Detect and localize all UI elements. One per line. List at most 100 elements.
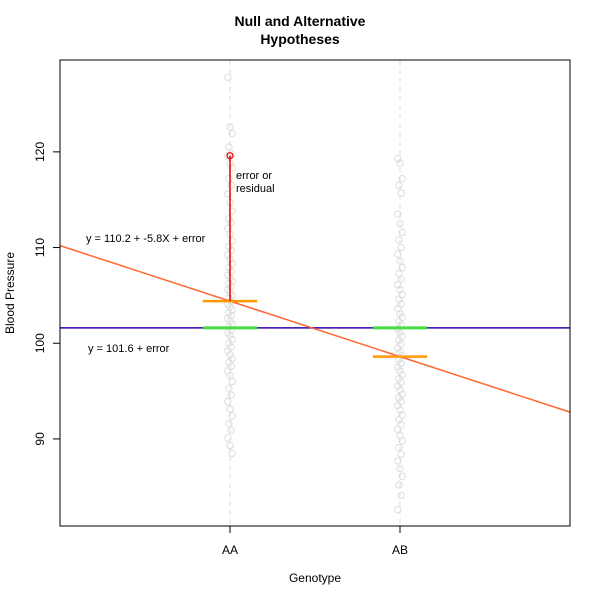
point-aa <box>226 123 234 131</box>
point-aa <box>224 367 232 375</box>
residual-label: error or residual <box>236 170 275 195</box>
point-aa <box>225 339 233 347</box>
point-ab <box>397 189 405 197</box>
point-ab <box>396 367 404 375</box>
data-points <box>224 73 406 514</box>
y-tick-label-110: 110 <box>33 238 47 257</box>
x-axis-label: Genotype <box>289 571 341 585</box>
point-ab <box>396 159 404 168</box>
point-aa <box>225 263 233 272</box>
point-aa <box>225 215 233 223</box>
point-ab <box>394 363 402 371</box>
point-ab <box>396 406 404 414</box>
point-ab <box>394 457 402 465</box>
point-ab <box>395 416 403 424</box>
point-aa <box>228 377 236 386</box>
residual-label-line-1: error or <box>236 170 272 182</box>
model-lines <box>59 152 571 413</box>
point-ab <box>396 464 404 473</box>
alt-model-line <box>59 244 571 413</box>
point-aa <box>228 129 236 138</box>
point-ab <box>398 228 406 236</box>
point-ab <box>394 250 402 258</box>
residual-label-line-2: residual <box>236 183 275 195</box>
null-model-label: y = 101.6 + error <box>88 343 170 355</box>
point-ab <box>398 263 406 272</box>
point-aa <box>227 181 235 190</box>
point-aa <box>224 397 232 406</box>
point-aa <box>227 391 235 399</box>
point-ab <box>395 336 403 345</box>
point-ab <box>394 154 402 163</box>
point-ab <box>395 374 403 383</box>
point-ab <box>397 491 405 500</box>
point-aa <box>228 164 236 172</box>
point-aa <box>228 412 236 420</box>
point-aa <box>224 73 232 81</box>
point-ab <box>397 243 405 252</box>
x-axis: AA AB <box>222 526 408 557</box>
point-ab <box>397 275 405 283</box>
point-ab <box>396 348 404 356</box>
chart-title-line-1: Null and Alternative <box>235 13 366 29</box>
point-aa <box>228 207 236 215</box>
point-aa <box>224 151 232 160</box>
y-axis-label: Blood Pressure <box>3 252 17 334</box>
chart-title-line-2: Hypotheses <box>260 31 340 47</box>
point-ab <box>394 281 402 289</box>
point-ab <box>394 506 402 514</box>
point-aa <box>225 143 233 151</box>
point-ab <box>394 382 402 390</box>
category-guide-lines <box>229 60 401 526</box>
y-tick-label-100: 100 <box>33 333 47 353</box>
x-tick-label-aa: AA <box>222 543 238 557</box>
point-aa <box>225 174 233 183</box>
point-ab <box>397 450 405 458</box>
point-ab <box>398 437 406 445</box>
point-ab <box>396 329 404 337</box>
point-ab <box>396 285 404 294</box>
residual-point <box>226 152 234 160</box>
point-aa <box>225 384 233 392</box>
point-aa <box>228 237 236 245</box>
point-aa <box>226 351 234 359</box>
point-aa <box>227 218 235 227</box>
point-ab <box>395 443 403 452</box>
point-aa <box>225 358 233 367</box>
point-aa <box>224 251 232 259</box>
point-aa <box>224 347 232 355</box>
point-ab <box>395 295 403 303</box>
point-aa <box>225 419 233 428</box>
point-ab <box>396 219 404 228</box>
point-ab <box>394 344 402 352</box>
point-ab <box>395 317 403 325</box>
x-tick-label-ab: AB <box>392 543 408 557</box>
point-aa <box>224 434 232 442</box>
point-ab <box>394 210 402 218</box>
point-ab <box>396 386 404 394</box>
point-aa <box>226 331 234 340</box>
point-ab <box>395 394 403 402</box>
point-aa <box>227 426 235 435</box>
point-aa <box>225 242 233 251</box>
point-aa <box>226 441 234 450</box>
point-aa <box>224 190 232 198</box>
point-aa <box>226 405 234 413</box>
plot-frame <box>59 59 571 527</box>
y-tick-label-120: 120 <box>33 142 47 162</box>
chart-title: Null and Alternative Hypotheses <box>235 13 366 47</box>
point-ab <box>395 181 403 190</box>
point-ab <box>398 472 406 480</box>
y-axis: 90 100 110 120 <box>33 142 60 446</box>
point-ab <box>394 401 402 410</box>
alt-model-label: y = 110.2 + -5.8X + error <box>86 233 206 245</box>
point-ab <box>395 481 403 489</box>
point-ab <box>394 305 402 313</box>
point-aa <box>228 449 236 457</box>
point-ab <box>398 174 406 183</box>
point-ab <box>396 309 404 318</box>
y-tick-label-90: 90 <box>33 432 47 446</box>
point-ab <box>395 236 403 244</box>
point-ab <box>396 257 404 265</box>
